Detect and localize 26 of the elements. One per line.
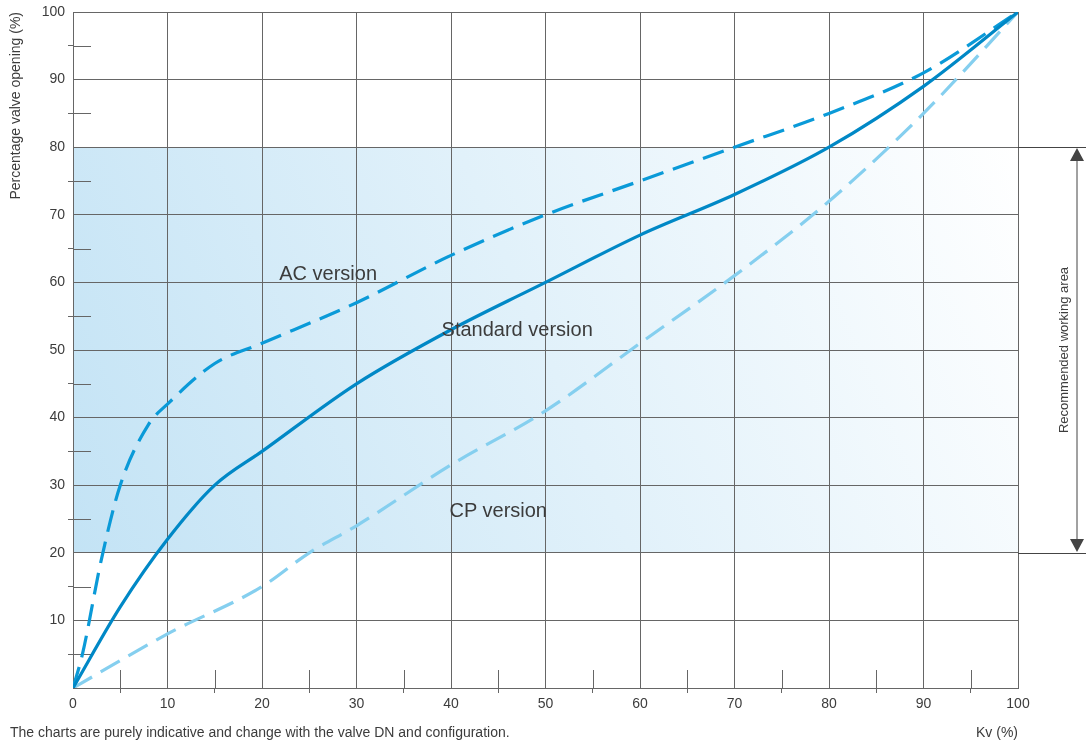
y-tick-label: 20: [49, 543, 66, 560]
y-tick-label: 100: [41, 2, 66, 19]
x-axis-title: Kv (%): [976, 724, 1018, 740]
y-axis-title: Percentage valve opening (%): [7, 12, 23, 200]
x-tick-label: 60: [632, 695, 648, 712]
y-tick-label: 10: [49, 611, 66, 628]
x-tick-label: 90: [915, 695, 932, 712]
x-tick-label: 40: [443, 695, 459, 712]
y-tick-label: 80: [49, 138, 66, 155]
x-tick-label: 80: [821, 695, 837, 712]
y-tick-label: 60: [49, 273, 66, 290]
x-tick-label: 20: [254, 695, 270, 712]
y-tick-label: 30: [49, 476, 66, 493]
x-tick-label: 30: [348, 695, 365, 712]
band-label: Recommended working area: [1055, 266, 1071, 434]
x-tick-label: 100: [1006, 695, 1030, 712]
x-tick-label: 70: [726, 695, 743, 712]
y-tick-label: 70: [49, 205, 66, 222]
text: The charts are purely indicative and change with the valve DN and configuration.: [10, 724, 510, 740]
y-tick-label: 40: [49, 408, 66, 425]
line-series: [73, 12, 1018, 688]
y-tick-label: 90: [49, 70, 66, 87]
x-tick-label: 10: [159, 695, 176, 712]
y-tick-label: 50: [49, 340, 66, 357]
x-tick-label: 50: [537, 695, 554, 712]
x-tick-label: 0: [69, 695, 78, 712]
